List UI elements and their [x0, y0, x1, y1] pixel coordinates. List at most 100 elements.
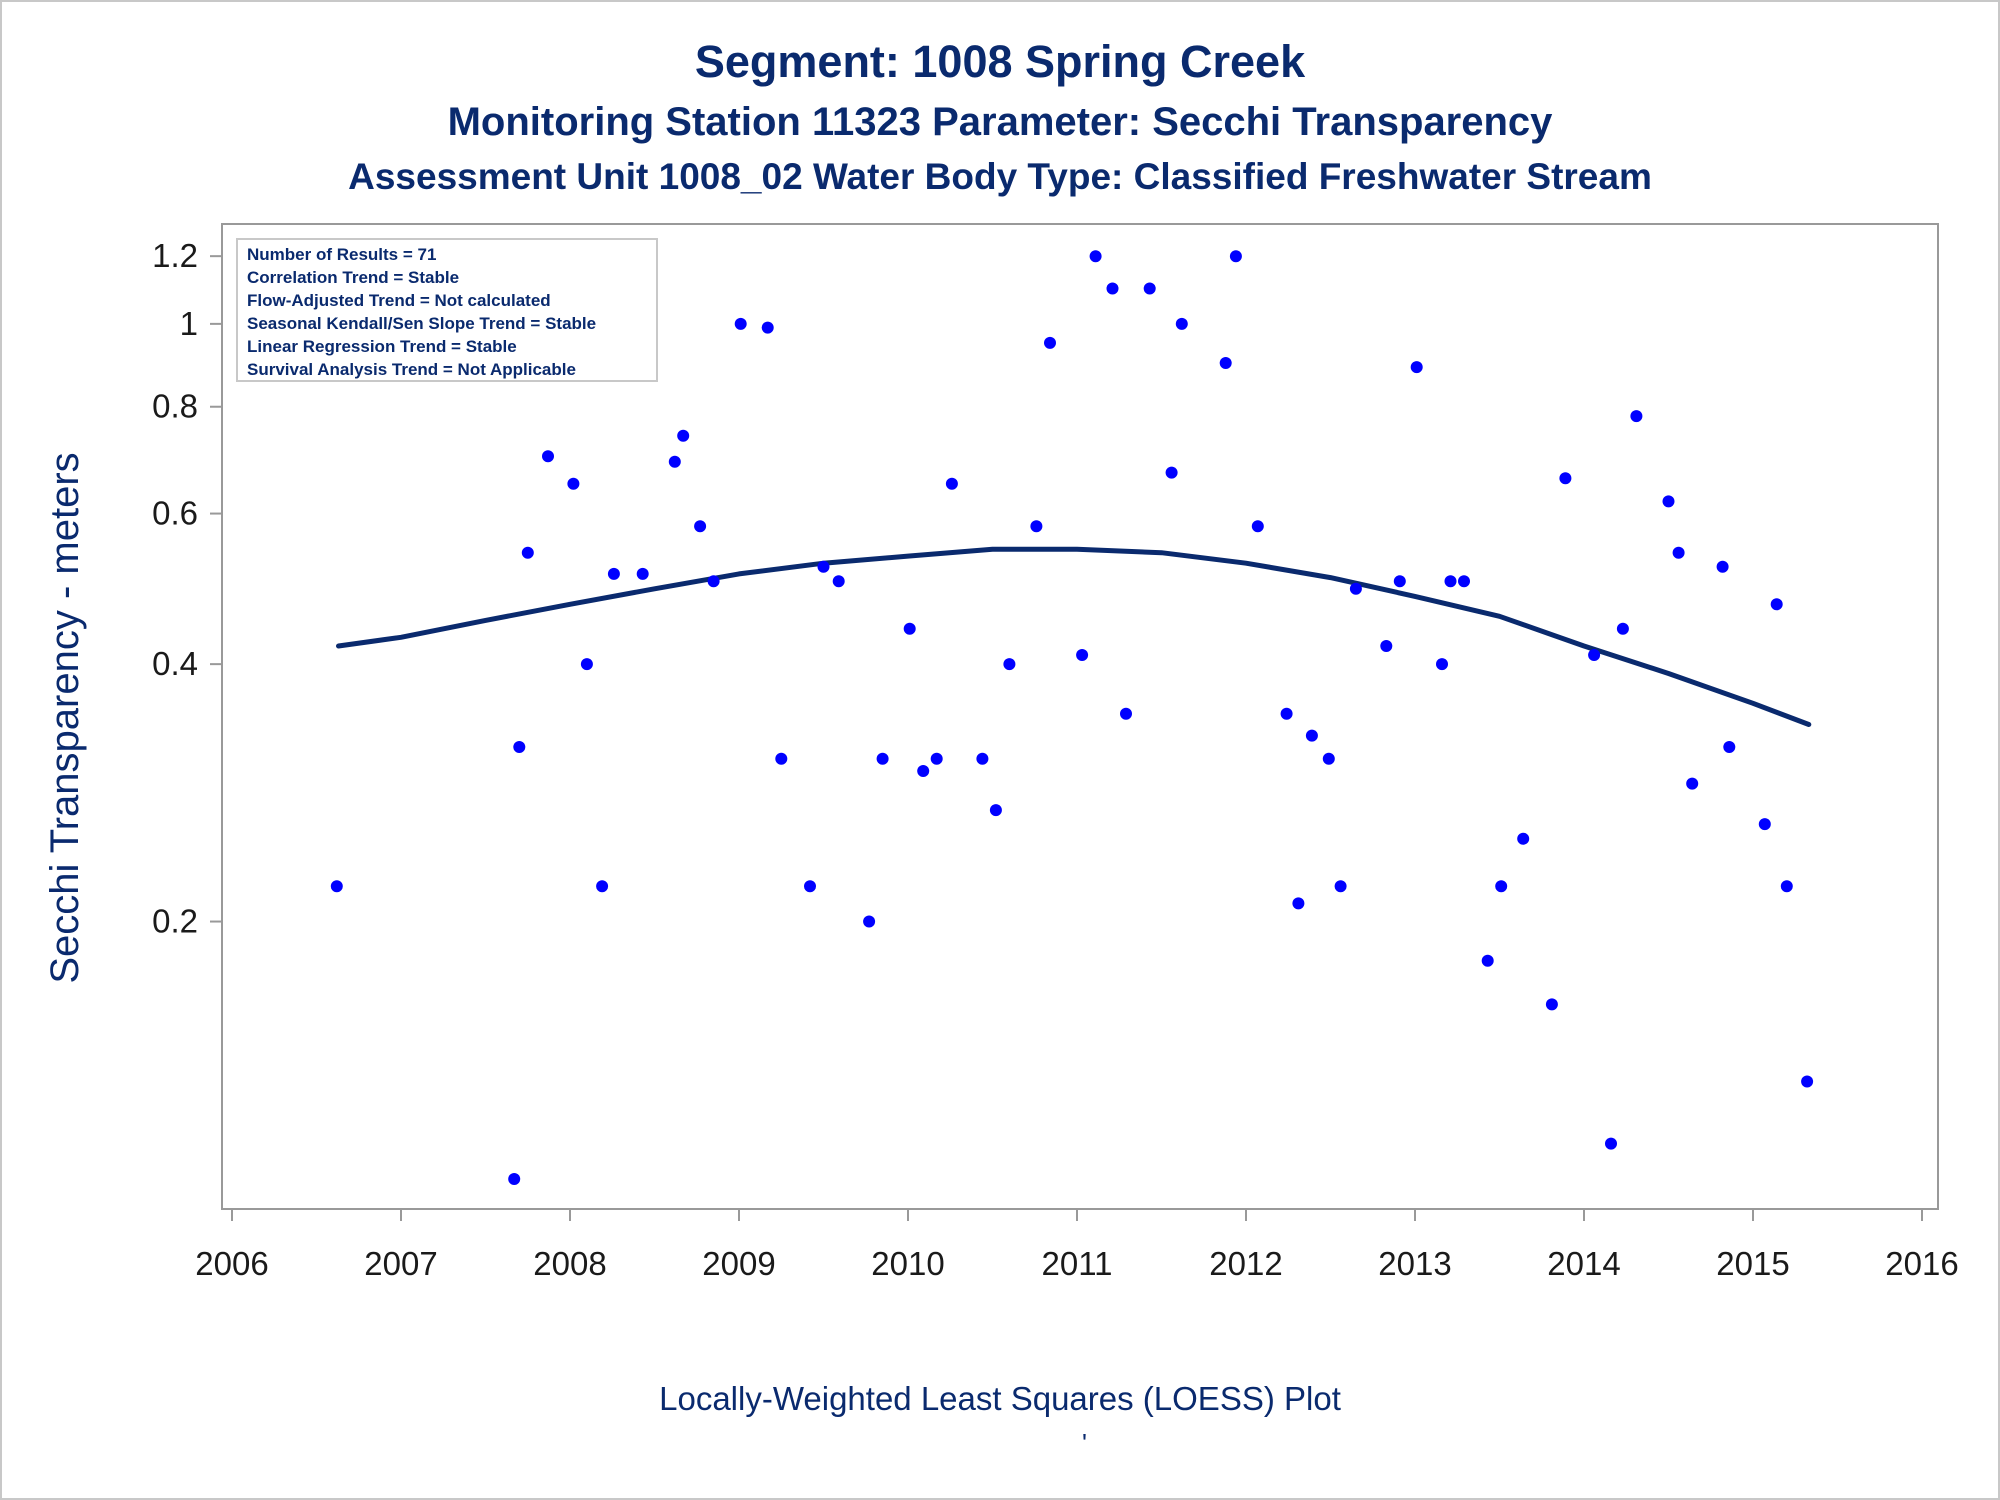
data-point	[1280, 707, 1293, 720]
x-tick-label: 2013	[1378, 1245, 1451, 1282]
y-tick-label: 1.2	[152, 237, 198, 274]
y-tick-label: 1	[180, 305, 198, 342]
x-tick-label: 2009	[702, 1245, 775, 1282]
stats-box-border	[236, 238, 658, 382]
data-point	[513, 741, 526, 753]
data-point	[1588, 649, 1601, 661]
data-point	[761, 321, 774, 334]
data-point	[1444, 575, 1457, 588]
x-tick-label: 2010	[871, 1245, 944, 1282]
data-point	[521, 546, 534, 559]
data-point	[694, 520, 707, 533]
stat-seasonal-kendall-trend: Seasonal Kendall/Sen Slope Trend = Stabl…	[247, 314, 596, 333]
data-point	[1801, 1075, 1814, 1088]
data-point	[636, 567, 649, 580]
data-point	[804, 880, 816, 893]
data-point	[542, 450, 554, 463]
data-point	[567, 477, 580, 490]
data-point	[1481, 954, 1494, 967]
x-tick-label: 2007	[364, 1245, 437, 1282]
data-point	[1305, 729, 1318, 742]
x-tick-label: 2016	[1885, 1245, 1958, 1282]
data-point	[1229, 250, 1242, 263]
y-tick-label: 0.8	[152, 388, 198, 425]
plot-area	[221, 223, 1939, 1210]
y-axis: 0.2 0.4 0.6 0.8 1 1.2	[152, 237, 222, 940]
data-point	[1716, 560, 1729, 573]
data-point	[1165, 466, 1178, 479]
data-point	[1292, 897, 1305, 910]
data-point	[1410, 361, 1423, 374]
data-point	[1003, 658, 1016, 671]
data-point	[930, 752, 943, 765]
data-points	[330, 250, 1814, 1185]
x-tick-label: 2014	[1547, 1245, 1620, 1282]
data-point	[1334, 880, 1347, 893]
data-point	[1076, 649, 1089, 661]
data-point	[330, 880, 343, 893]
data-point	[1219, 357, 1232, 369]
x-tick-label: 2006	[195, 1245, 268, 1282]
y-axis-label: Secchi Transparency - meters	[43, 452, 87, 983]
stat-linear-regression-trend: Linear Regression Trend = Stable	[247, 337, 517, 356]
x-tick-label: 2008	[533, 1245, 606, 1282]
data-point	[817, 560, 830, 573]
chart-subtitle-station: Monitoring Station 11323 Parameter: Secc…	[447, 100, 1553, 144]
y-tick-label: 0.6	[152, 495, 198, 532]
chart-title: Segment: 1008 Spring Creek	[694, 36, 1306, 87]
data-point	[1349, 582, 1362, 595]
data-point	[1393, 575, 1406, 588]
x-tick-label: 2015	[1716, 1245, 1789, 1282]
data-point	[863, 915, 876, 928]
data-point	[508, 1173, 521, 1185]
data-point	[1630, 410, 1643, 423]
caption-mark: '	[1082, 1428, 1087, 1458]
data-point	[1120, 707, 1132, 720]
data-point	[1517, 832, 1530, 845]
data-point	[1662, 495, 1675, 508]
data-point	[580, 658, 593, 671]
x-tick-label: 2012	[1209, 1245, 1282, 1282]
data-point	[1322, 752, 1335, 765]
data-point	[1380, 640, 1393, 652]
stat-survival-analysis-trend: Survival Analysis Trend = Not Applicable	[247, 360, 576, 379]
data-point	[1686, 777, 1699, 790]
data-point	[1106, 282, 1119, 295]
data-point	[668, 455, 681, 468]
data-point	[596, 880, 609, 893]
data-point	[1770, 598, 1783, 611]
data-point	[677, 429, 690, 442]
data-point	[1723, 741, 1736, 753]
chart-subtitle-assessment: Assessment Unit 1008_02 Water Body Type:…	[348, 156, 1652, 197]
stat-number-of-results: Number of Results = 71	[247, 245, 436, 264]
data-point	[1605, 1137, 1617, 1150]
x-tick-label: 2011	[1042, 1245, 1113, 1282]
stat-correlation-trend: Correlation Trend = Stable	[247, 268, 459, 287]
data-point	[1559, 472, 1572, 485]
data-point	[1495, 880, 1508, 893]
data-point	[945, 477, 958, 490]
data-point	[1251, 520, 1264, 533]
x-axis: 2006 2007 2008 2009 2010 2011 2012 2013 2014 2015…	[195, 1209, 1959, 1282]
data-point	[1175, 317, 1188, 330]
data-point	[734, 317, 747, 330]
data-point	[1030, 520, 1043, 533]
data-point	[1044, 336, 1056, 349]
data-point	[1616, 622, 1629, 635]
data-point	[707, 575, 720, 588]
y-tick-label: 0.2	[152, 903, 198, 940]
data-point	[1545, 998, 1558, 1011]
data-point	[832, 575, 845, 588]
data-point	[1672, 546, 1685, 559]
data-point	[1780, 880, 1793, 893]
data-point	[607, 567, 620, 580]
data-point	[1089, 250, 1102, 263]
data-point	[1458, 575, 1470, 588]
data-point	[917, 765, 930, 777]
loess-trend-line	[336, 546, 1812, 727]
data-point	[1758, 818, 1771, 831]
data-point	[876, 752, 889, 765]
stat-flow-adjusted-trend: Flow-Adjusted Trend = Not calculated	[247, 291, 551, 310]
data-point	[976, 752, 989, 765]
y-tick-label: 0.4	[152, 645, 198, 682]
